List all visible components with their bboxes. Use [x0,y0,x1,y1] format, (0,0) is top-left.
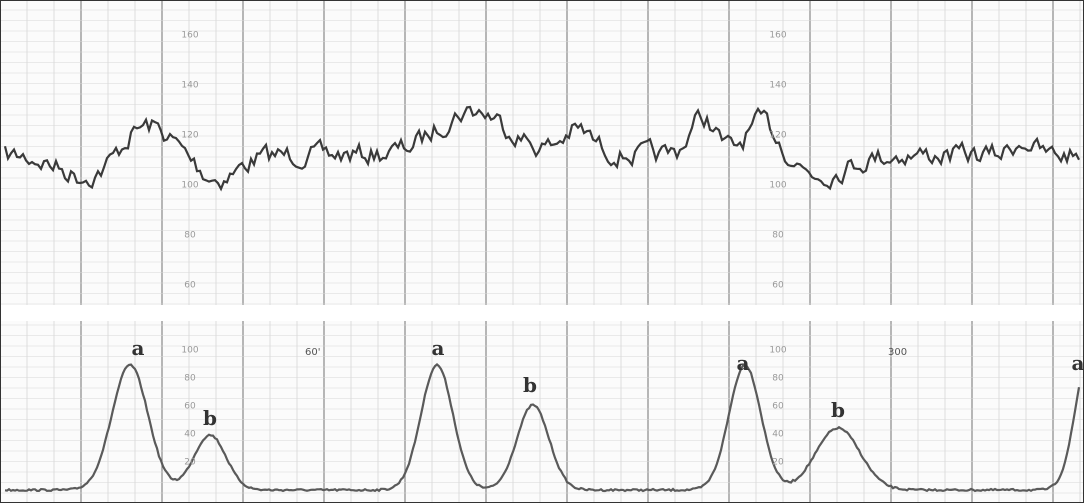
labels: 160 140 120 100 80 60 100 80 60 40 20 160 140 120 100 8… [132,31,1084,468]
time-label: 300 [888,347,907,358]
marker-label: a [432,336,445,360]
toco-scale-label: 100 [181,346,198,356]
fhr-scale-label: 160 [181,31,198,41]
fhr-scale-label: 80 [772,231,784,241]
marker-label: b [203,406,217,430]
toco-trace [4,362,1081,493]
marker-label: a [132,336,145,360]
marker-label: a [737,351,750,375]
toco-scale-label: 20 [772,458,784,468]
fhr-scale-label: 160 [769,31,786,41]
toco-scale-label: 60 [184,402,196,412]
toco-scale-label: 40 [772,430,784,440]
toco-scale-label: 80 [772,374,784,384]
toco-scale-label: 40 [184,430,196,440]
marker-label: b [523,373,537,397]
fhr-scale-label: 60 [184,281,196,291]
fhr-scale-label: 140 [769,81,786,91]
toco-scale-label: 80 [184,374,196,384]
fhr-scale-label: 80 [184,231,196,241]
toco-scale-label: 60 [772,402,784,412]
fhr-scale-label: 100 [769,181,786,191]
fhr-scale-label: 140 [181,81,198,91]
marker-label: a [1072,351,1084,375]
fhr-trace [3,105,1080,192]
toco-scale-label: 100 [769,346,786,356]
toco-scale-label: 20 [184,458,196,468]
fhr-scale-label: 120 [181,131,198,141]
fhr-scale-label: 120 [769,131,786,141]
marker-label: b [831,398,845,422]
fhr-scale-label: 100 [181,181,198,191]
fhr-scale-label: 60 [772,281,784,291]
panel-gap [0,305,1084,321]
time-label: 60' [305,347,320,358]
